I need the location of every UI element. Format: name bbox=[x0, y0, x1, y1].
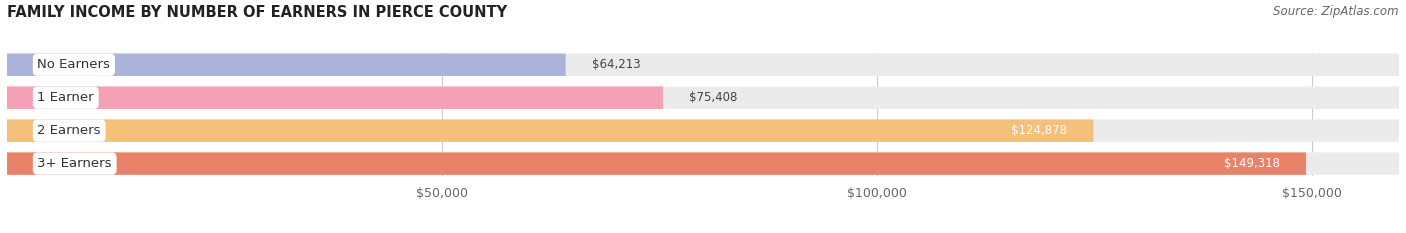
Text: 3+ Earners: 3+ Earners bbox=[38, 157, 112, 170]
Text: $64,213: $64,213 bbox=[592, 58, 640, 71]
FancyBboxPatch shape bbox=[7, 120, 1399, 142]
Text: No Earners: No Earners bbox=[38, 58, 110, 71]
Text: $75,408: $75,408 bbox=[689, 91, 738, 104]
Text: Source: ZipAtlas.com: Source: ZipAtlas.com bbox=[1274, 5, 1399, 18]
Text: 2 Earners: 2 Earners bbox=[38, 124, 101, 137]
FancyBboxPatch shape bbox=[7, 86, 1399, 109]
Text: FAMILY INCOME BY NUMBER OF EARNERS IN PIERCE COUNTY: FAMILY INCOME BY NUMBER OF EARNERS IN PI… bbox=[7, 5, 508, 20]
FancyBboxPatch shape bbox=[7, 54, 1399, 76]
FancyBboxPatch shape bbox=[7, 86, 664, 109]
FancyBboxPatch shape bbox=[7, 152, 1399, 175]
FancyBboxPatch shape bbox=[7, 152, 1306, 175]
FancyBboxPatch shape bbox=[7, 54, 565, 76]
Text: 1 Earner: 1 Earner bbox=[38, 91, 94, 104]
Text: $149,318: $149,318 bbox=[1225, 157, 1279, 170]
Text: $124,878: $124,878 bbox=[1011, 124, 1067, 137]
FancyBboxPatch shape bbox=[7, 120, 1094, 142]
